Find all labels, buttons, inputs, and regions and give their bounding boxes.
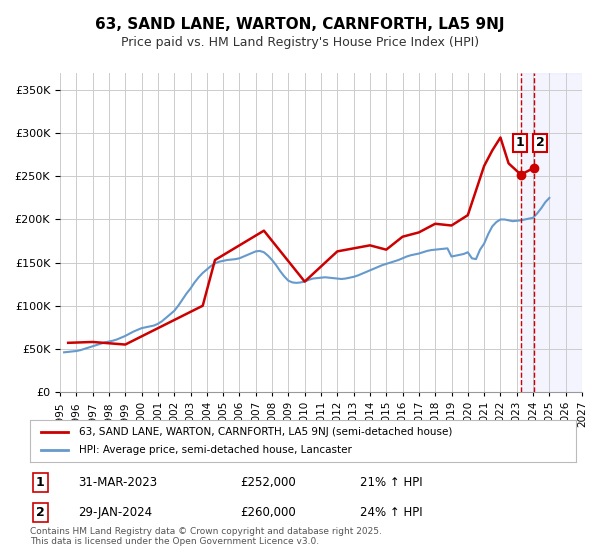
Text: 1: 1 [516,136,524,149]
Text: £260,000: £260,000 [240,506,296,519]
Text: 29-JAN-2024: 29-JAN-2024 [78,506,152,519]
Text: Price paid vs. HM Land Registry's House Price Index (HPI): Price paid vs. HM Land Registry's House … [121,36,479,49]
Text: 63, SAND LANE, WARTON, CARNFORTH, LA5 9NJ: 63, SAND LANE, WARTON, CARNFORTH, LA5 9N… [95,17,505,32]
Bar [521,73,582,392]
Text: HPI: Average price, semi-detached house, Lancaster: HPI: Average price, semi-detached house,… [79,445,352,455]
Text: 31-MAR-2023: 31-MAR-2023 [78,476,157,489]
Text: £252,000: £252,000 [240,476,296,489]
Text: 21% ↑ HPI: 21% ↑ HPI [360,476,422,489]
Text: 2: 2 [36,506,45,519]
Text: 24% ↑ HPI: 24% ↑ HPI [360,506,422,519]
Text: 2: 2 [536,136,545,149]
Text: Contains HM Land Registry data © Crown copyright and database right 2025.
This d: Contains HM Land Registry data © Crown c… [30,526,382,546]
Text: 1: 1 [36,476,45,489]
Text: 63, SAND LANE, WARTON, CARNFORTH, LA5 9NJ (semi-detached house): 63, SAND LANE, WARTON, CARNFORTH, LA5 9N… [79,427,452,437]
